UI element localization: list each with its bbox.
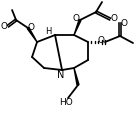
Text: O: O [1,21,8,30]
Text: HO: HO [59,99,73,108]
Text: O: O [121,18,128,27]
Text: O: O [110,14,117,23]
Text: O: O [28,23,35,32]
Text: N: N [57,70,65,80]
Text: O: O [73,14,80,23]
Text: O: O [98,36,105,45]
Polygon shape [74,20,81,35]
Polygon shape [27,27,37,42]
Polygon shape [74,68,79,85]
Text: H: H [45,27,51,36]
